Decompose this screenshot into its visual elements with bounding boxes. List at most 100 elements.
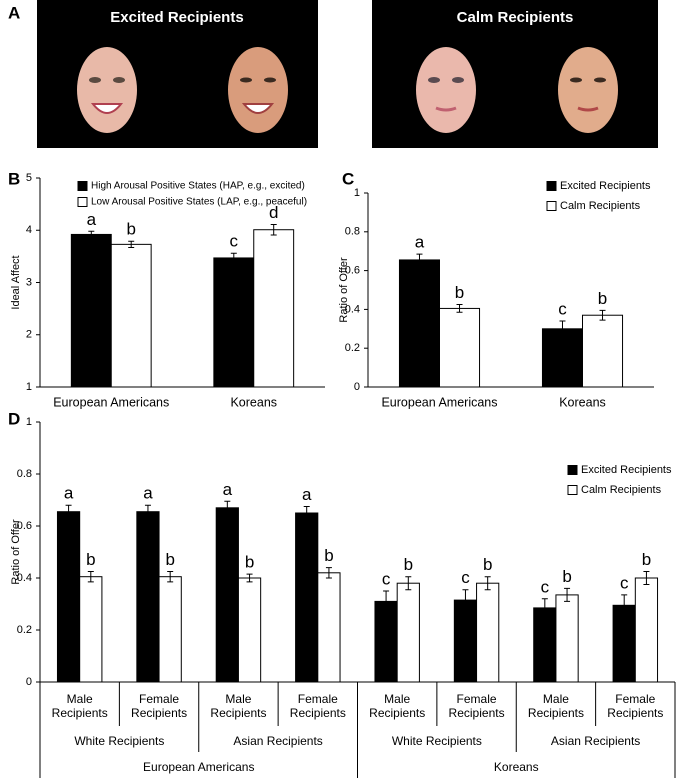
bar (439, 307, 481, 388)
significance-letter: b (562, 567, 571, 586)
error-bar (559, 320, 566, 338)
stimulus-title: Excited Recipients (110, 9, 243, 26)
significance-letter: a (143, 484, 153, 503)
error-bar (270, 224, 277, 236)
error-bar (462, 589, 469, 611)
legend-label: Calm Recipients (560, 200, 641, 212)
group-label: Koreans (494, 760, 539, 774)
bar (79, 576, 103, 683)
bar (541, 328, 584, 388)
bar (295, 512, 319, 683)
y-tick-label: 1 (26, 381, 32, 393)
bar (476, 582, 500, 683)
significance-letter: a (87, 210, 97, 229)
legend-swatch (546, 201, 557, 211)
significance-letter: c (558, 300, 567, 319)
x-tick-label: Female Recipients (131, 692, 188, 720)
significance-letter: b (165, 550, 174, 569)
y-tick-label: 0.4 (345, 303, 360, 315)
subgroup-label: White Recipients (392, 734, 482, 748)
panel-label: B (8, 169, 20, 188)
legend-label: Low Arousal Positive States (LAP, e.g., … (91, 197, 307, 208)
bar (396, 582, 420, 683)
legend-swatch (567, 485, 578, 495)
subgroup-label: White Recipients (74, 734, 164, 748)
error-bar (325, 567, 332, 579)
significance-letter: a (415, 233, 425, 252)
y-tick-label: 0 (354, 381, 360, 393)
y-tick-label: 1 (26, 416, 32, 428)
error-bar (224, 500, 231, 515)
error-bar (643, 571, 650, 585)
x-tick-label: European Americans (53, 395, 169, 409)
significance-letter: c (541, 577, 550, 596)
x-tick-label: European Americans (381, 395, 497, 409)
y-tick-label: 1 (354, 187, 360, 199)
legend-label: Excited Recipients (581, 464, 672, 476)
error-bar (383, 590, 390, 613)
y-tick-label: 0 (26, 676, 32, 688)
significance-letter: b (455, 283, 464, 302)
legend-swatch (546, 181, 557, 191)
face (77, 47, 137, 133)
error-bar (167, 571, 174, 583)
error-bar (416, 253, 423, 267)
error-bar (484, 576, 491, 591)
x-tick-label: Koreans (230, 395, 277, 409)
bar (634, 577, 659, 683)
bar (213, 257, 255, 388)
subgroup-label: Asian Recipients (551, 734, 640, 748)
group-label: European Americans (143, 760, 254, 774)
x-tick-label: Male Recipients (369, 692, 426, 720)
stimulus-title: Calm Recipients (457, 9, 574, 26)
legend-label: High Arousal Positive States (HAP, e.g.,… (91, 181, 305, 192)
significance-letter: b (126, 220, 135, 239)
y-tick-label: 0.6 (17, 520, 32, 532)
legend-label: Calm Recipients (581, 484, 662, 496)
bar (56, 511, 81, 683)
bar (136, 511, 160, 683)
legend-swatch (567, 465, 578, 475)
y-tick-label: 0.8 (345, 226, 360, 238)
x-tick-label: Male Recipients (527, 692, 584, 720)
bar (582, 314, 624, 388)
y-tick-label: 3 (26, 276, 32, 288)
error-bar (246, 573, 253, 583)
bar (158, 576, 182, 683)
significance-letter: c (382, 569, 391, 588)
significance-letter: c (620, 573, 629, 592)
significance-letter: c (461, 568, 470, 587)
face (228, 47, 288, 133)
bar (253, 229, 295, 388)
y-axis-title: Ratio of Offer (338, 257, 350, 323)
error-bar (621, 594, 628, 617)
x-tick-label: Male Recipients (210, 692, 267, 720)
error-bar (564, 587, 571, 602)
significance-letter: a (302, 485, 312, 504)
significance-letter: a (64, 484, 74, 503)
significance-letter: d (269, 203, 278, 222)
error-bar (128, 240, 135, 248)
face (416, 47, 476, 133)
bar (453, 599, 478, 683)
significance-letter: b (86, 550, 95, 569)
legend-label: Excited Recipients (560, 180, 651, 192)
significance-letter: c (230, 232, 239, 251)
panel-label: A (8, 3, 20, 22)
significance-letter: a (223, 480, 233, 499)
error-bar (65, 504, 72, 519)
x-tick-label: Female Recipients (607, 692, 664, 720)
bar (555, 594, 579, 683)
y-tick-label: 0.2 (17, 624, 32, 636)
error-bar (87, 571, 94, 583)
error-bar (541, 598, 548, 618)
y-tick-label: 0.6 (345, 265, 360, 277)
y-axis-title: Ideal Affect (10, 255, 22, 309)
x-tick-label: Female Recipients (448, 692, 505, 720)
significance-letter: b (642, 550, 651, 569)
bar (215, 507, 239, 683)
significance-letter: b (483, 555, 492, 574)
subgroup-label: Asian Recipients (233, 734, 322, 748)
